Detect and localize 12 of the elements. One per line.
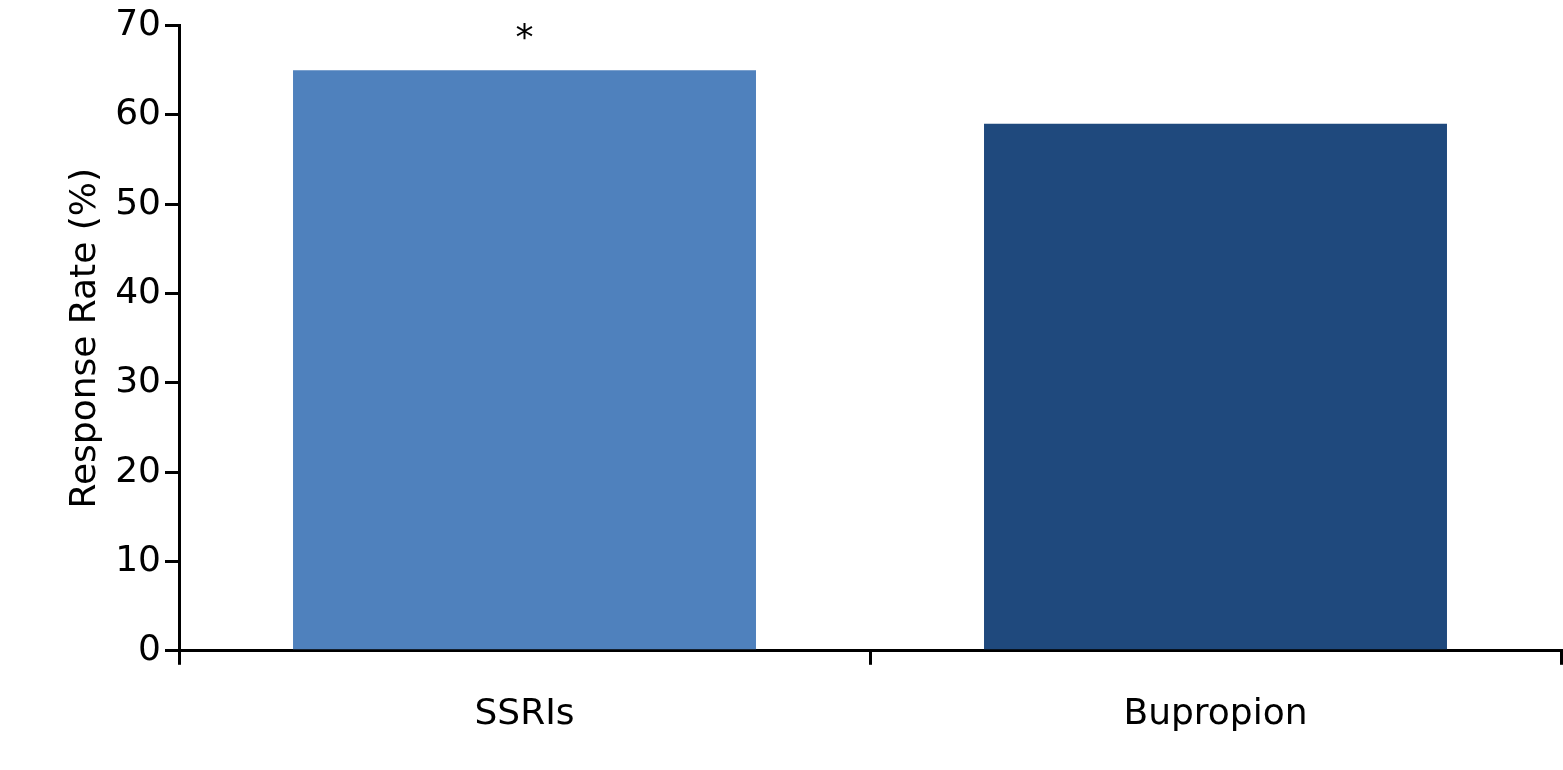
y-tick-label: 50: [115, 180, 162, 222]
y-tick-label: 20: [115, 448, 162, 490]
annotation: *: [515, 15, 534, 57]
y-axis-title: Response Rate (%): [61, 167, 103, 509]
y-tick-label: 70: [115, 1, 162, 43]
x-tick-label: SSRIs: [474, 690, 575, 732]
y-tick-label: 0: [138, 627, 162, 669]
y-tick-label: 30: [115, 359, 162, 401]
y-tick-label: 40: [115, 269, 162, 311]
y-tick-label: 10: [115, 537, 162, 579]
y-tick-label: 60: [115, 91, 162, 133]
x-tick-label: Bupropion: [1123, 690, 1308, 732]
